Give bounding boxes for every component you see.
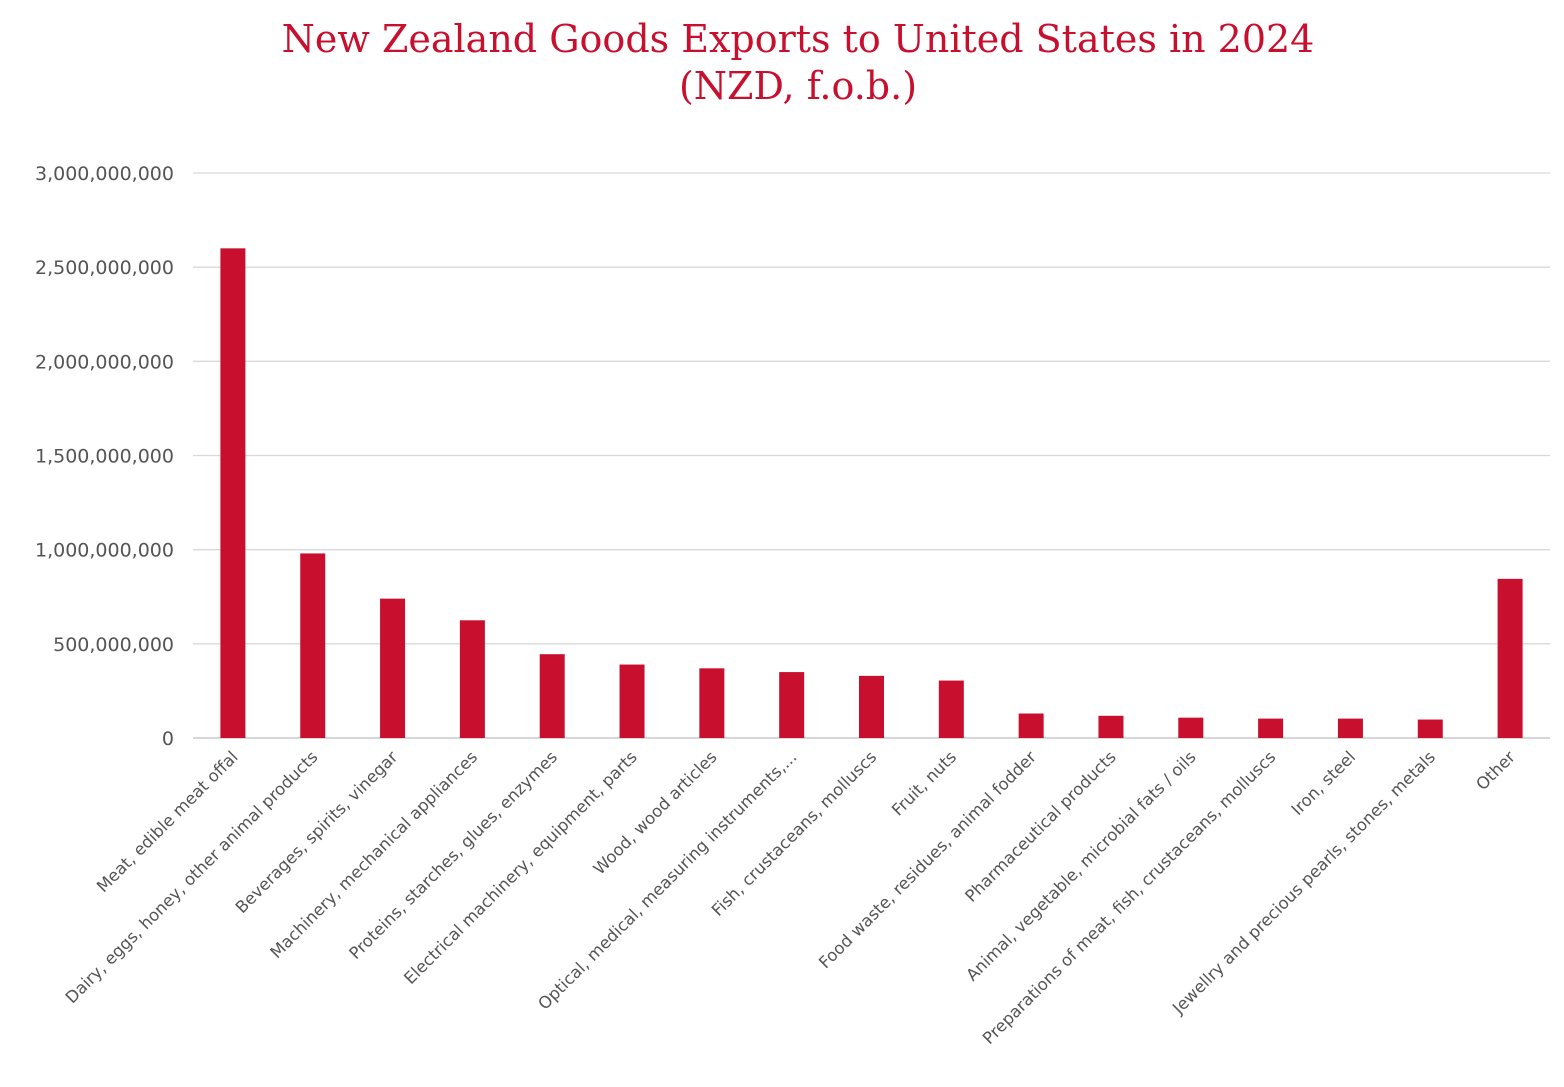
x-tick-label: Preparations of meat, fish, crustaceans,…	[979, 747, 1279, 1047]
bar	[699, 668, 725, 738]
x-tick-label: Pharmaceutical products	[961, 747, 1119, 905]
gridlines	[193, 172, 1550, 739]
chart-title: New Zealand Goods Exports to United Stat…	[0, 16, 1564, 110]
y-tick-label: 2,000,000,000	[35, 351, 174, 373]
y-tick-label: 2,500,000,000	[35, 257, 174, 279]
bar	[220, 248, 246, 739]
x-tick-label: Iron, steel	[1288, 747, 1360, 819]
bar	[1178, 717, 1204, 738]
bar	[539, 654, 565, 738]
bar	[380, 598, 406, 738]
bar	[1018, 713, 1044, 738]
y-tick-label: 500,000,000	[53, 634, 174, 656]
bar	[938, 680, 964, 738]
x-tick-label: Beverages, spirits, vinegar	[232, 747, 402, 917]
y-tick-label: 1,000,000,000	[35, 540, 174, 562]
x-tick-label: Meat, edible meat offal	[93, 747, 242, 896]
bar	[619, 664, 645, 738]
bars	[220, 248, 1523, 739]
chart-subtitle-line: (NZD, f.o.b.)	[678, 64, 918, 108]
x-tick-label: Jewellry and precious pearls, stones, me…	[1168, 747, 1439, 1018]
bar	[859, 675, 884, 738]
bar	[1497, 578, 1523, 738]
bar	[779, 672, 805, 738]
x-tick-label: Fruit, nuts	[888, 747, 960, 819]
bar	[1258, 718, 1284, 738]
x-tick-label: Other	[1472, 747, 1519, 794]
bar	[1098, 715, 1124, 738]
chart-title-line: New Zealand Goods Exports to United Stat…	[281, 17, 1315, 61]
y-axis: 0 500,000,000 1,000,000,000 1,500,000,000 2,…	[35, 163, 174, 750]
x-tick-label: Fish, crustaceans, molluscs	[708, 747, 880, 919]
y-tick-label: 3,000,000,000	[35, 163, 174, 185]
bar	[1337, 718, 1363, 738]
y-tick-label: 0	[162, 728, 174, 750]
y-tick-label: 1,500,000,000	[35, 446, 174, 468]
bar	[300, 553, 326, 738]
bar	[459, 620, 485, 738]
bar	[1417, 719, 1443, 738]
